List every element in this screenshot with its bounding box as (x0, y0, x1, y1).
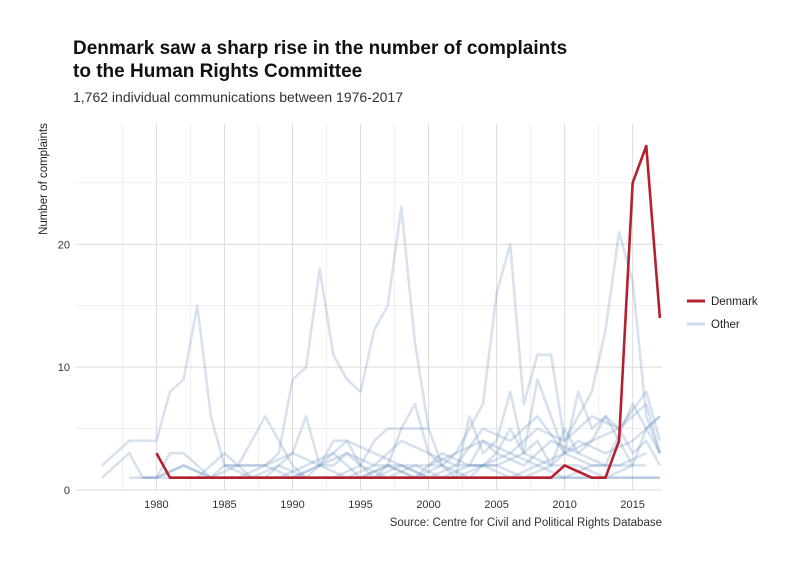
series-line-other (101, 414, 429, 480)
grid-layer (76, 124, 662, 491)
series-line-other (223, 415, 661, 480)
x-tick-label: 1980 (144, 499, 168, 511)
series-line-other (155, 390, 662, 480)
x-tick-label: 2000 (416, 499, 440, 511)
x-tick-label: 2005 (484, 499, 508, 511)
x-tick-label: 2010 (552, 499, 576, 511)
series-line-other (101, 206, 444, 467)
chart-subtitle: 1,762 individual communications between … (73, 89, 403, 105)
legend-label-denmark: Denmark (711, 296, 758, 308)
y-tick-label: 0 (64, 485, 70, 497)
series-line-denmark (155, 144, 662, 480)
series-line-other (291, 402, 662, 479)
y-tick-label: 10 (58, 362, 70, 374)
x-tick-label: 1990 (280, 499, 304, 511)
x-tick-label: 1985 (212, 499, 236, 511)
chart-caption: Source: Centre for Civil and Political R… (389, 517, 662, 529)
axis-layer: 1980 1985 1990 1995 2000 2005 2010 2015 0 10 20 (58, 239, 645, 511)
series-line-other (428, 230, 662, 467)
series-line-other (468, 414, 662, 467)
series-line-other (359, 402, 662, 480)
denmark-series-layer (155, 144, 662, 480)
chart-title-line-2: to the Human Rights Committee (73, 61, 363, 82)
legend: Denmark Other (687, 296, 758, 331)
chart-title: Denmark saw a sharp rise in the number o… (73, 37, 633, 83)
x-tick-label: 2015 (620, 499, 644, 511)
series-line-other (196, 378, 661, 480)
y-tick-label: 20 (58, 239, 70, 251)
other-series-layer (101, 206, 662, 480)
legend-label-other: Other (711, 319, 740, 331)
chart-title-line-1: Denmark saw a sharp rise in the number o… (73, 38, 568, 59)
x-tick-label: 1995 (348, 499, 372, 511)
y-axis-label: Number of complaints (38, 123, 50, 235)
